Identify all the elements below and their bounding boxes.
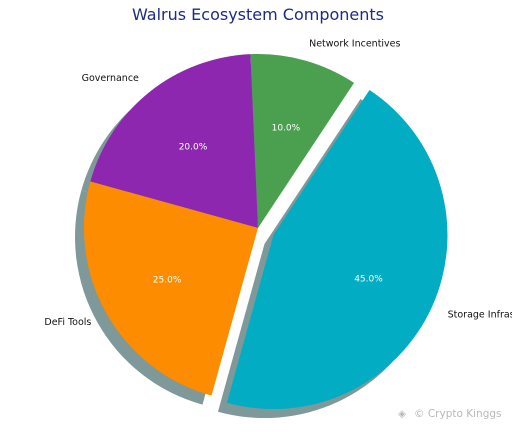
value-label-governance: 20.0% bbox=[179, 142, 208, 152]
value-label-storage-infrastructure: 45.0% bbox=[354, 274, 383, 284]
slice-storage-infrastructure bbox=[226, 89, 448, 410]
category-label-storage-infrastructure: Storage Infrastructure bbox=[448, 309, 512, 320]
category-label-defi-tools: DeFi Tools bbox=[44, 317, 91, 328]
category-label-governance: Governance bbox=[82, 73, 139, 84]
slice-defi-tools bbox=[84, 181, 258, 396]
value-label-network-incentives: 10.0% bbox=[272, 123, 301, 133]
slice-network-incentives bbox=[250, 54, 355, 228]
watermark-icon: ◈ bbox=[398, 408, 407, 420]
watermark: ◈ © Crypto Kinggs bbox=[398, 408, 502, 420]
value-label-defi-tools: 25.0% bbox=[153, 275, 182, 285]
pie-slices bbox=[84, 54, 448, 410]
slice-governance bbox=[90, 54, 258, 228]
category-label-network-incentives: Network Incentives bbox=[309, 39, 400, 50]
pie-labels: 10.0% Network Incentives 20.0% Governance 25… bbox=[44, 39, 512, 329]
watermark-text: © Crypto Kinggs bbox=[414, 408, 502, 420]
chart-title: Walrus Ecosystem Components bbox=[132, 5, 384, 24]
